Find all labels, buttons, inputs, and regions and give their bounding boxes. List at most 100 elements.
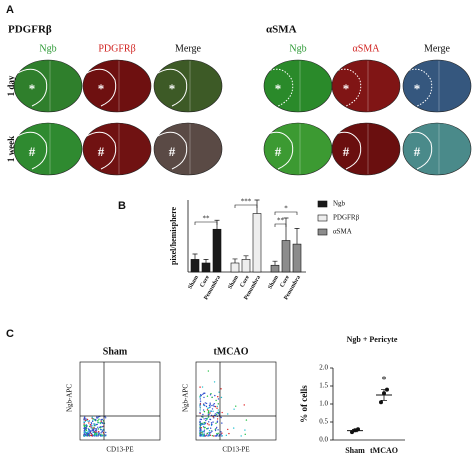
flow-event <box>199 396 201 398</box>
flow-event <box>199 432 201 435</box>
flow-event <box>220 433 222 435</box>
flow-event <box>199 424 201 426</box>
lesion-marker: # <box>275 144 282 159</box>
flow-event <box>96 433 98 435</box>
flow-event <box>227 428 229 431</box>
legend-swatch <box>317 200 328 208</box>
lesion-marker: * <box>98 81 105 96</box>
flow-event <box>88 432 90 434</box>
flow-event <box>95 423 98 426</box>
y-axis-label: % of cells <box>299 385 309 423</box>
flow-title: Sham <box>103 346 128 357</box>
flow-event <box>84 428 86 431</box>
flow-event <box>213 402 216 405</box>
flow-event <box>94 423 96 425</box>
flow-event <box>200 422 202 425</box>
flow-event <box>88 434 91 436</box>
y-tick-label: 1.5 <box>319 382 328 390</box>
group-title: PDGFRβ <box>8 24 52 36</box>
flow-event <box>205 434 208 437</box>
x-tick-label: Core <box>239 274 251 288</box>
flow-plots: Sham Ngb-APC CD13-PE tMCAO Ngb-APC CD13-PE <box>66 346 277 454</box>
legend-swatch <box>317 228 328 236</box>
flow-event <box>217 409 219 411</box>
flow-event <box>199 405 201 407</box>
flow-event <box>203 410 206 413</box>
data-point <box>379 400 383 405</box>
flow-event <box>90 427 92 429</box>
flow-event <box>87 430 89 432</box>
flow-event <box>211 396 213 399</box>
flow-event <box>207 410 210 412</box>
flow-event <box>210 392 212 395</box>
flow-event <box>216 433 218 435</box>
flow-event <box>202 430 204 432</box>
flow-event <box>199 411 201 414</box>
flow-event <box>203 421 206 424</box>
micrographs: Ngb * # PDGFRβ * # Merge * # Ngb * # αSMA * # Merge * #1 … <box>6 43 472 176</box>
flow-event <box>89 424 92 426</box>
flow-event <box>97 430 100 433</box>
bar <box>252 213 262 273</box>
flow-event <box>94 434 97 437</box>
flow-event <box>91 427 94 429</box>
flow-event <box>88 430 91 432</box>
flow-event <box>86 432 89 435</box>
flow-event <box>221 411 223 414</box>
x-tick-label: Sham <box>345 446 365 455</box>
lesion-marker: # <box>414 144 421 159</box>
flow-event <box>101 421 103 424</box>
flow-event <box>211 404 213 407</box>
flow-event <box>99 422 102 424</box>
column-header: Ngb <box>39 43 56 54</box>
flow-event <box>85 434 87 436</box>
flow-event <box>204 435 206 437</box>
bar <box>201 262 211 273</box>
flow-event <box>214 429 217 432</box>
flow-event <box>97 433 100 435</box>
flow-event <box>206 423 209 425</box>
flow-event <box>83 423 85 425</box>
flow-event <box>208 424 210 426</box>
flow-event <box>204 426 206 429</box>
flow-event <box>228 432 230 435</box>
flow-event <box>212 421 214 423</box>
flow-event <box>200 435 202 437</box>
flow-event <box>207 370 210 372</box>
flow-event <box>92 425 94 427</box>
flow-event <box>100 418 102 421</box>
error-bar <box>243 255 249 260</box>
panel-label: B <box>118 200 126 212</box>
lesion-outline <box>400 131 433 170</box>
brain-section <box>331 122 401 176</box>
flow-event <box>206 409 209 411</box>
flow-event <box>209 394 212 396</box>
flow-event <box>206 432 209 435</box>
row-label: 1 week <box>6 136 16 162</box>
significance-label: * <box>382 375 387 386</box>
lesion-marker: # <box>98 144 105 159</box>
flow-event <box>221 432 223 434</box>
flow-event <box>96 428 98 430</box>
lesion-outline <box>15 131 48 170</box>
flow-event <box>99 434 102 437</box>
flow-event <box>202 393 204 396</box>
bar <box>241 259 251 273</box>
error-bar <box>283 217 289 241</box>
flow-event <box>199 403 202 405</box>
error-bar <box>381 389 387 401</box>
flow-event <box>199 398 202 400</box>
flow-y-label: Ngb-APC <box>66 384 74 412</box>
flow-event <box>208 404 211 407</box>
column-header: PDGFRβ <box>98 43 135 54</box>
flow-event <box>200 429 202 431</box>
brain-section <box>402 122 472 176</box>
flow-event <box>83 424 85 427</box>
flow-event <box>99 426 101 429</box>
flow-event <box>203 392 205 394</box>
panel-label: A <box>6 4 14 16</box>
bar <box>230 262 240 273</box>
brain-section <box>13 59 83 113</box>
flow-event <box>94 418 97 421</box>
flow-event <box>245 419 248 421</box>
